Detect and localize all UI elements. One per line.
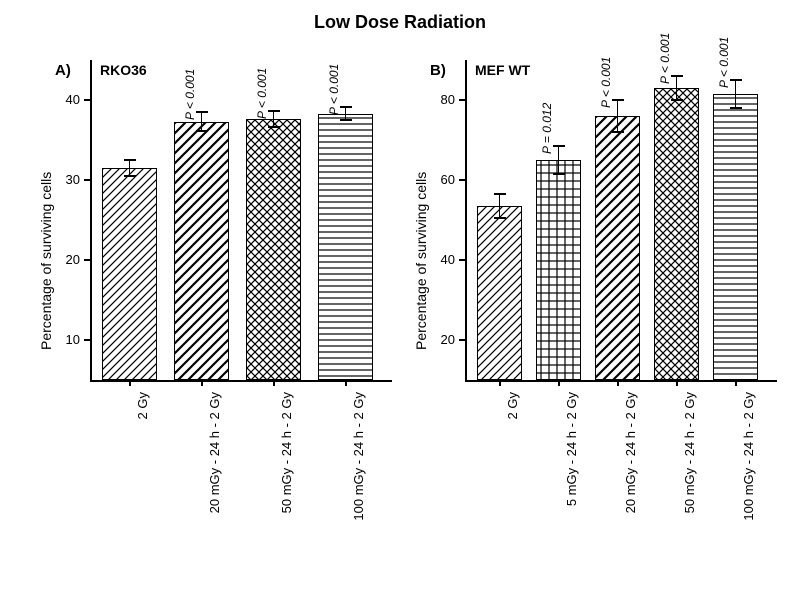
y-tick xyxy=(459,339,465,341)
p-value-label: P < 0.001 xyxy=(599,57,613,108)
y-axis-label: Percentage of surviving cells xyxy=(413,172,429,350)
p-value-label: P < 0.001 xyxy=(717,37,731,88)
y-tick xyxy=(84,99,90,101)
x-tick-label: 50 mGy - 24 h - 2 Gy xyxy=(279,392,294,552)
x-tick-label: 20 mGy - 24 h - 2 Gy xyxy=(207,392,222,552)
error-cap xyxy=(340,119,352,121)
y-tick-label: 60 xyxy=(431,172,455,187)
y-tick-label: 80 xyxy=(431,92,455,107)
error-cap xyxy=(671,75,683,77)
error-bar xyxy=(345,107,347,120)
x-tick-label: 50 mGy - 24 h - 2 Gy xyxy=(682,392,697,552)
y-tick-label: 40 xyxy=(431,252,455,267)
x-tick xyxy=(345,380,347,386)
error-cap xyxy=(612,99,624,101)
y-tick xyxy=(459,99,465,101)
y-tick xyxy=(84,259,90,261)
x-tick-label: 5 mGy - 24 h - 2 Gy xyxy=(564,392,579,552)
bar xyxy=(595,116,640,380)
error-bar xyxy=(201,112,203,131)
bar xyxy=(536,160,581,380)
x-tick xyxy=(273,380,275,386)
error-cap xyxy=(553,145,565,147)
error-cap xyxy=(494,217,506,219)
x-tick-label: 100 mGy - 24 h - 2 Gy xyxy=(351,392,366,552)
error-cap xyxy=(553,173,565,175)
p-value-label: P < 0.001 xyxy=(658,33,672,84)
x-tick xyxy=(735,380,737,386)
x-tick xyxy=(617,380,619,386)
y-tick xyxy=(84,179,90,181)
error-cap xyxy=(268,126,280,128)
error-bar xyxy=(676,76,678,100)
error-bar xyxy=(273,111,275,127)
figure-title: Low Dose Radiation xyxy=(0,12,800,33)
x-tick xyxy=(129,380,131,386)
error-cap xyxy=(268,110,280,112)
x-tick xyxy=(499,380,501,386)
bar xyxy=(102,168,157,380)
panel-label: A) xyxy=(55,62,71,79)
y-tick-label: 30 xyxy=(56,172,80,187)
bar xyxy=(246,119,301,380)
error-cap xyxy=(124,175,136,177)
y-tick-label: 40 xyxy=(56,92,80,107)
cell-line-label: MEF WT xyxy=(475,62,530,78)
x-tick xyxy=(676,380,678,386)
bar xyxy=(174,122,229,380)
p-value-label: P < 0.001 xyxy=(327,64,341,115)
bar xyxy=(713,94,758,380)
error-bar xyxy=(129,160,131,176)
error-cap xyxy=(730,107,742,109)
error-cap xyxy=(340,106,352,108)
panel-label: B) xyxy=(430,62,446,79)
x-tick-label: 2 Gy xyxy=(135,392,150,552)
y-tick-label: 10 xyxy=(56,332,80,347)
y-tick-label: 20 xyxy=(431,332,455,347)
error-cap xyxy=(671,99,683,101)
bar xyxy=(654,88,699,380)
cell-line-label: RKO36 xyxy=(100,62,147,78)
x-tick-label: 20 mGy - 24 h - 2 Gy xyxy=(623,392,638,552)
p-value-label: P < 0.001 xyxy=(183,69,197,120)
x-tick-label: 100 mGy - 24 h - 2 Gy xyxy=(741,392,756,552)
error-cap xyxy=(124,159,136,161)
bar xyxy=(318,114,373,380)
p-value-label: P < 0.001 xyxy=(255,68,269,119)
y-tick xyxy=(459,259,465,261)
y-tick xyxy=(459,179,465,181)
y-tick-label: 20 xyxy=(56,252,80,267)
error-bar xyxy=(617,100,619,132)
error-bar xyxy=(558,146,560,174)
x-tick xyxy=(558,380,560,386)
error-cap xyxy=(196,111,208,113)
error-cap xyxy=(612,131,624,133)
x-tick xyxy=(201,380,203,386)
error-cap xyxy=(730,79,742,81)
p-value-label: P = 0.012 xyxy=(540,103,554,154)
error-cap xyxy=(196,130,208,132)
error-bar xyxy=(499,194,501,218)
x-tick-label: 2 Gy xyxy=(505,392,520,552)
error-bar xyxy=(735,80,737,108)
y-axis-label: Percentage of surviving cells xyxy=(38,172,54,350)
error-cap xyxy=(494,193,506,195)
bar xyxy=(477,206,522,380)
y-tick xyxy=(84,339,90,341)
